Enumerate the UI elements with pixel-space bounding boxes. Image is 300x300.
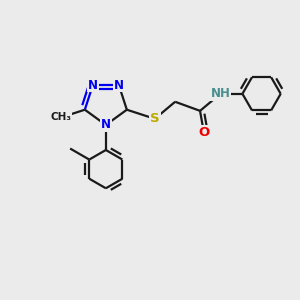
Text: NH: NH xyxy=(210,87,230,100)
Text: N: N xyxy=(114,79,124,92)
Text: O: O xyxy=(198,126,209,139)
Text: N: N xyxy=(101,118,111,131)
Text: N: N xyxy=(88,79,98,92)
Text: S: S xyxy=(150,112,160,125)
Text: CH₃: CH₃ xyxy=(50,112,71,122)
